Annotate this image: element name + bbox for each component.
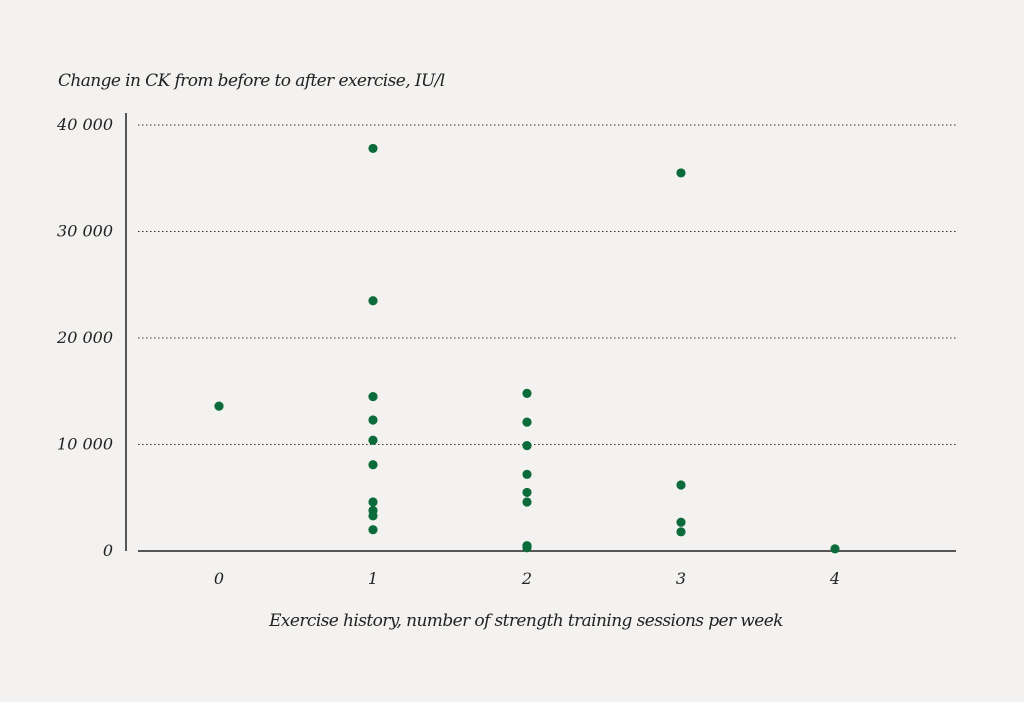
data-points <box>214 143 840 554</box>
data-point <box>368 497 378 507</box>
gridlines <box>138 124 956 445</box>
y-tick-label: 10 000 <box>57 435 113 454</box>
data-point <box>214 401 224 411</box>
data-point <box>368 460 378 470</box>
data-point <box>676 168 686 178</box>
y-tick-label: 40 000 <box>56 115 113 134</box>
y-axis-label: Change in CK from before to after exerci… <box>58 71 445 91</box>
x-tick-label: 0 <box>214 569 224 588</box>
data-point <box>368 525 378 535</box>
y-tick-label: 30 000 <box>57 222 113 241</box>
data-point <box>676 480 686 490</box>
x-tick-label: 1 <box>368 569 378 588</box>
data-point <box>368 435 378 445</box>
x-axis-label: Exercise history, number of strength tra… <box>268 611 783 631</box>
data-point <box>676 517 686 527</box>
data-point <box>522 440 532 451</box>
data-point <box>522 469 532 479</box>
data-point <box>368 511 378 521</box>
data-point <box>676 527 686 537</box>
y-tick-label: 20 000 <box>56 328 113 347</box>
data-point <box>368 391 378 402</box>
data-point <box>522 417 532 427</box>
data-point <box>522 388 532 398</box>
data-point <box>522 543 532 553</box>
x-tick-labels: 0 1 2 3 4 <box>214 569 840 588</box>
data-point <box>830 544 840 554</box>
x-tick-label: 3 <box>676 569 686 588</box>
data-point <box>522 487 532 498</box>
data-point <box>368 143 378 154</box>
data-point <box>522 497 532 507</box>
x-tick-label: 4 <box>829 569 840 588</box>
data-point <box>368 415 378 425</box>
y-tick-labels: 0 10 000 20 000 30 000 40 000 <box>56 115 113 560</box>
data-point <box>368 296 378 306</box>
x-tick-label: 2 <box>521 569 532 588</box>
y-tick-label: 0 <box>103 541 113 560</box>
